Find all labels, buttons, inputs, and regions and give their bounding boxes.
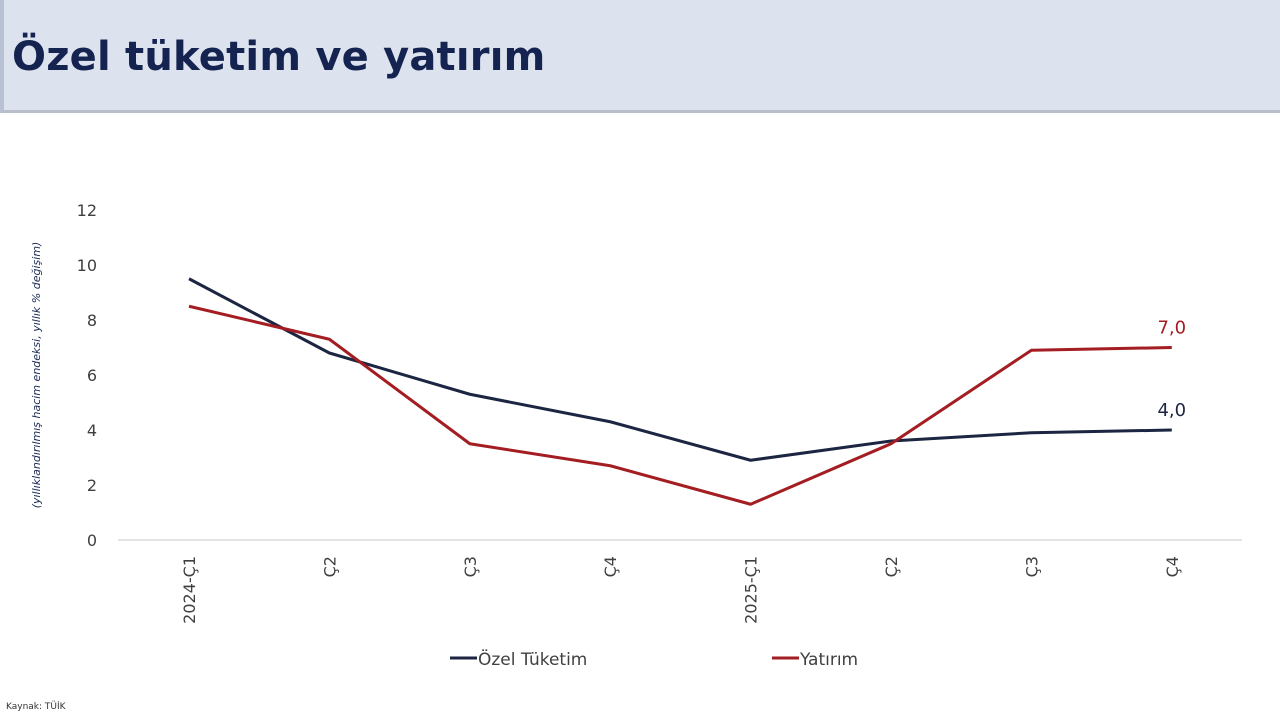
x-tick-label: Ç3 [461, 556, 480, 577]
data-label: 4,0 [1157, 400, 1186, 421]
legend-label: Özel Tüketim [478, 648, 587, 670]
x-tick-label: Ç4 [601, 556, 620, 577]
y-tick-label: 2 [87, 476, 97, 495]
y-tick-label: 4 [87, 421, 97, 440]
y-tick-label: 0 [87, 531, 97, 550]
title-bar: Özel tüketim ve yatırım [0, 0, 1280, 113]
x-tick-label: 2024-Ç1 [180, 556, 199, 624]
series-line-ozel-tuketim [188, 277, 1172, 462]
x-tick-label: Ç3 [1022, 556, 1041, 577]
y-tick-label: 8 [87, 311, 97, 330]
y-tick-label: 12 [77, 201, 97, 220]
x-tick-label: Ç2 [320, 556, 339, 577]
y-tick-label: 6 [87, 366, 97, 385]
legend-label: Yatırım [799, 650, 858, 670]
source-note: Kaynak: TÜİK [6, 702, 66, 712]
data-label: 7,0 [1157, 318, 1186, 339]
y-axis-label: (yıllıklandırılmış hacim endeksi, yıllık… [30, 242, 43, 509]
page-title: Özel tüketim ve yatırım [12, 34, 546, 80]
x-tick-label: Ç2 [882, 556, 901, 577]
x-tick-label: Ç4 [1163, 556, 1182, 577]
y-tick-label: 10 [77, 256, 97, 275]
series-line-yatirim [188, 304, 1172, 506]
x-tick-label: 2025-Ç1 [742, 556, 761, 624]
